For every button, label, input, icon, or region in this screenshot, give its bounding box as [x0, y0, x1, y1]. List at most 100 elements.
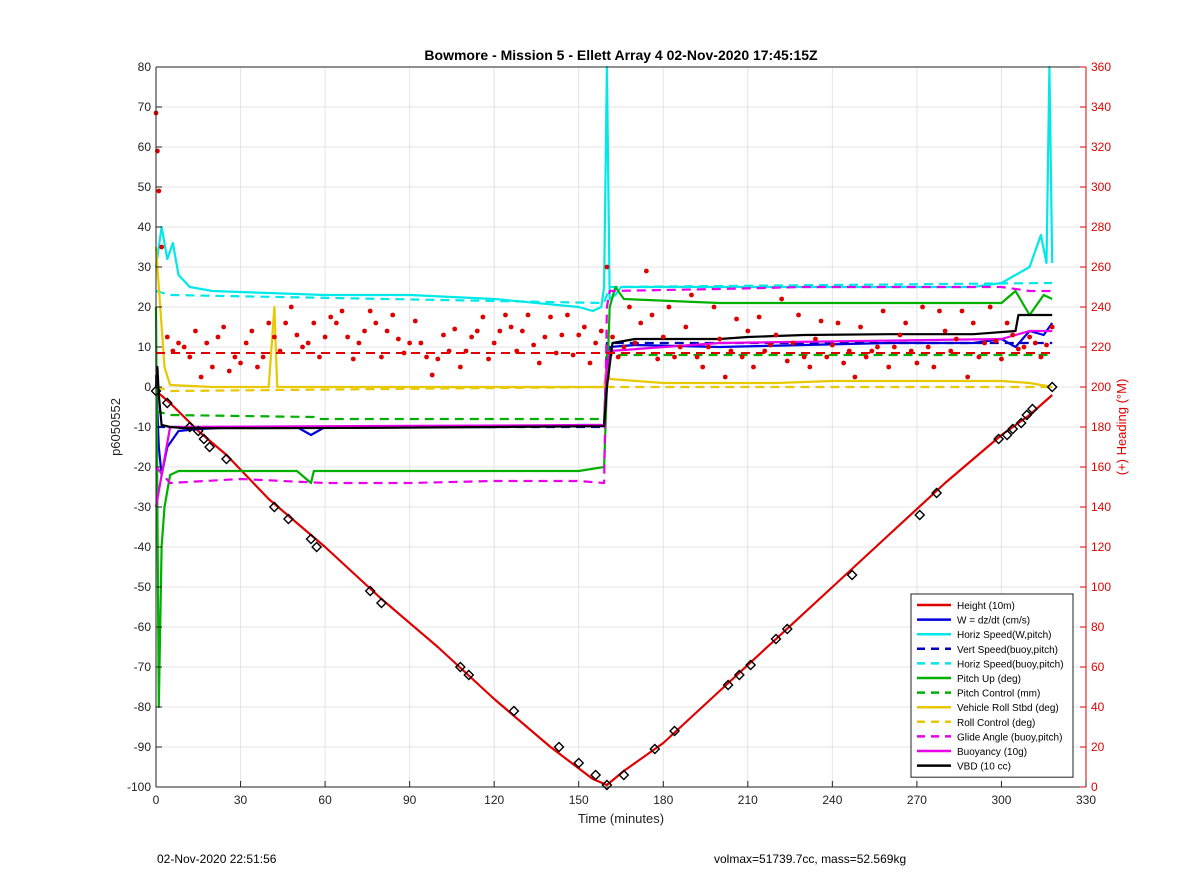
heading-point — [953, 336, 959, 342]
heading-point — [497, 328, 503, 334]
heading-point — [739, 354, 745, 360]
heading-point — [441, 332, 446, 338]
heading-point — [660, 334, 666, 340]
y2-tick-label: 320 — [1091, 140, 1111, 154]
heading-point — [418, 340, 424, 346]
height-marker — [454, 661, 466, 673]
legend-label: Vehicle Roll Stbd (deg) — [957, 703, 1059, 714]
chart-title: Bowmore - Mission 5 - Ellett Array 4 02-… — [424, 47, 818, 63]
x-tick-label: 240 — [822, 793, 842, 807]
heading-point — [790, 340, 796, 346]
x-tick-label: 60 — [318, 793, 332, 807]
heading-point — [993, 338, 999, 344]
heading-point — [249, 328, 255, 334]
heading-point — [350, 356, 356, 362]
y-tick-label: -100 — [127, 780, 151, 794]
heading-point — [1015, 346, 1021, 352]
y-tick-label: 40 — [138, 220, 152, 234]
heading-point — [266, 320, 272, 326]
heading-point — [689, 292, 694, 298]
x-tick-label: 30 — [234, 793, 248, 807]
heading-point — [452, 326, 458, 332]
heading-point — [170, 348, 176, 354]
heading-point — [198, 374, 204, 380]
heading-point — [694, 354, 700, 360]
heading-point — [829, 342, 835, 348]
heading-point — [322, 334, 328, 340]
height-marker — [993, 433, 1005, 445]
heading-point — [508, 324, 514, 330]
heading-point — [683, 324, 689, 330]
y2-tick-label: 60 — [1091, 660, 1105, 674]
heading-point — [824, 354, 830, 360]
heading-point — [937, 308, 942, 314]
heading-point — [401, 350, 407, 356]
y2-tick-label: 360 — [1091, 60, 1111, 74]
y-tick-label: -20 — [134, 460, 152, 474]
heading-point — [751, 364, 756, 370]
heading-point — [863, 354, 869, 360]
heading-point — [531, 342, 537, 348]
height-marker — [722, 679, 734, 691]
heading-point — [931, 364, 937, 370]
height-marker — [914, 509, 926, 521]
y-tick-label: -50 — [134, 580, 152, 594]
heading-point — [570, 352, 576, 358]
heading-point — [813, 336, 818, 342]
heading-point — [903, 320, 909, 326]
heading-point — [390, 312, 396, 318]
y-tick-label: 20 — [138, 300, 152, 314]
heading-point — [294, 332, 300, 338]
heading-point — [565, 312, 570, 318]
heading-point — [491, 340, 497, 346]
heading-point — [858, 324, 863, 330]
series-layer — [150, 65, 1058, 791]
heading-point — [880, 308, 886, 314]
heading-point — [717, 336, 723, 342]
height-marker — [745, 659, 757, 671]
heading-point — [920, 304, 925, 310]
heading-point — [632, 340, 638, 346]
height-marker — [931, 487, 943, 499]
height-marker — [463, 669, 475, 681]
height-marker — [553, 741, 565, 753]
heading-point — [638, 320, 644, 326]
height-marker — [1001, 429, 1013, 441]
heading-point — [328, 314, 334, 320]
heading-point — [1038, 354, 1044, 360]
y2-tick-label: 220 — [1091, 340, 1111, 354]
height-marker — [669, 725, 681, 737]
heading-point — [333, 320, 339, 326]
heading-point — [559, 332, 565, 338]
heading-point — [514, 348, 520, 354]
height-marker — [601, 779, 613, 791]
x-tick-label: 330 — [1076, 793, 1096, 807]
legend-box — [910, 593, 1074, 778]
y-tick-label: -80 — [134, 700, 152, 714]
height-marker — [220, 453, 232, 465]
heading-point — [576, 332, 582, 338]
heading-point — [779, 296, 785, 302]
heading-point — [503, 312, 508, 318]
heading-point — [373, 320, 379, 326]
heading-point — [807, 364, 813, 370]
height-marker — [192, 425, 204, 437]
y2-tick-label: 100 — [1091, 580, 1111, 594]
y2-tick-label: 300 — [1091, 180, 1111, 194]
heading-point — [711, 304, 717, 310]
heading-point — [875, 344, 880, 350]
y-tick-label: 60 — [138, 140, 152, 154]
height-marker — [204, 441, 216, 453]
heading-point — [897, 332, 903, 338]
heading-point — [655, 356, 661, 362]
x-tick-label: 90 — [403, 793, 417, 807]
height-marker — [1015, 417, 1027, 429]
y-tick-label: -30 — [134, 500, 152, 514]
heading-point — [965, 374, 971, 380]
y2-axis-label: (+) Heading (°M) — [1114, 379, 1129, 476]
heading-point — [271, 334, 277, 340]
heading-point — [846, 348, 852, 354]
heading-point — [362, 328, 367, 334]
heading-point — [942, 328, 948, 334]
